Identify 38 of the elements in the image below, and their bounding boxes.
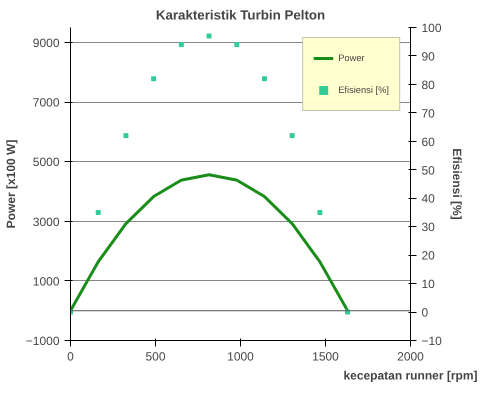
point xyxy=(123,133,128,138)
y-tick-label: 7000 xyxy=(32,96,60,110)
y2-tick-label: 100 xyxy=(422,21,442,35)
y2-tick-label: 20 xyxy=(422,248,436,263)
y2-tick-label: 80 xyxy=(422,78,436,92)
y-tick-label: 9000 xyxy=(32,36,60,50)
y2-tick-label: −10 xyxy=(422,334,442,348)
y2-tick-label: 40 xyxy=(422,192,436,206)
x-tick-label: 1000 xyxy=(227,350,254,364)
point xyxy=(151,76,156,82)
point xyxy=(262,76,267,82)
y2-tick-label: 60 xyxy=(422,134,436,149)
y2-tick-label: 90 xyxy=(422,49,436,64)
x-axis-title: kecepatan runner [rpm] xyxy=(343,368,478,382)
point xyxy=(96,210,101,215)
y2-tick-label: 10 xyxy=(422,277,436,292)
y2-axis-title: Efisiensi [%] xyxy=(450,148,464,220)
legend-label: Power xyxy=(338,53,365,63)
y-tick-label: 5000 xyxy=(32,155,60,170)
x-tick-label: 1500 xyxy=(312,350,340,364)
point xyxy=(317,210,322,215)
x-tick-label: 2000 xyxy=(397,350,424,364)
y-axis-title: Power [x100 W] xyxy=(4,140,18,228)
chart-title: Karakteristik Turbin Pelton xyxy=(156,8,326,22)
point xyxy=(178,42,184,48)
x-tick-label: 0 xyxy=(67,350,74,364)
y2-tick-label: 30 xyxy=(422,220,436,234)
legend-label: Efisiensi [%] xyxy=(338,85,389,95)
y-tick-label: 1000 xyxy=(32,274,60,288)
x-tick-label: 500 xyxy=(145,350,166,364)
y-tick-label: 3000 xyxy=(32,214,60,229)
y2-tick-label: 70 xyxy=(422,106,436,120)
point xyxy=(206,34,212,39)
y2-tick-label: 0 xyxy=(422,306,428,320)
y-tick-label: −1000 xyxy=(26,334,60,348)
y2-tick-label: 50 xyxy=(422,163,436,178)
point xyxy=(290,133,295,138)
point xyxy=(234,42,240,48)
